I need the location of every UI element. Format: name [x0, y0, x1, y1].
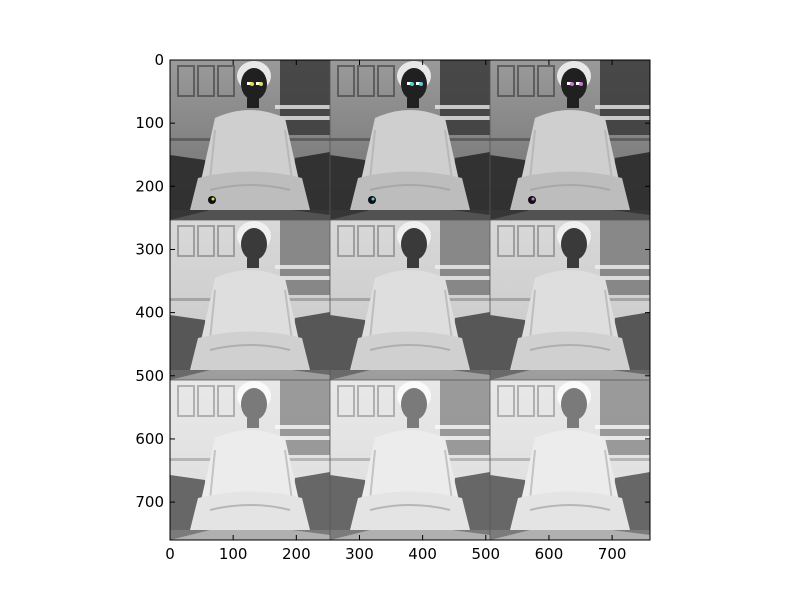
x-tick-label: 600 — [535, 545, 564, 563]
image-tile — [170, 380, 330, 540]
x-tick-label: 100 — [219, 545, 248, 563]
x-tick-label: 400 — [408, 545, 437, 563]
image-tile — [170, 220, 330, 380]
image-tile — [170, 60, 330, 220]
plot-frame — [169, 59, 651, 541]
y-tick-label: 600 — [135, 430, 164, 448]
y-tick-label: 400 — [135, 304, 164, 322]
x-tick-label: 300 — [345, 545, 374, 563]
tile-grid — [170, 60, 650, 540]
image-tile — [330, 60, 490, 220]
image-tile — [330, 220, 490, 380]
y-tick-label: 100 — [135, 114, 164, 132]
y-tick-label: 300 — [135, 240, 164, 258]
y-tick-label: 0 — [154, 51, 164, 69]
x-tick-label: 500 — [471, 545, 500, 563]
image-tile — [490, 60, 650, 220]
x-tick-label: 200 — [282, 545, 311, 563]
image-tile — [330, 380, 490, 540]
image-tile — [490, 220, 650, 380]
x-axis: 0 100 200 300 400 500 600 700 — [165, 60, 626, 563]
x-tick-label: 700 — [598, 545, 627, 563]
image-tile — [490, 380, 650, 540]
x-tick-label: 0 — [165, 545, 175, 563]
y-tick-label: 700 — [135, 493, 164, 511]
y-tick-label: 200 — [135, 177, 164, 195]
y-axis: 0 100 200 300 400 500 600 700 — [135, 51, 650, 511]
y-tick-label: 500 — [135, 367, 164, 385]
